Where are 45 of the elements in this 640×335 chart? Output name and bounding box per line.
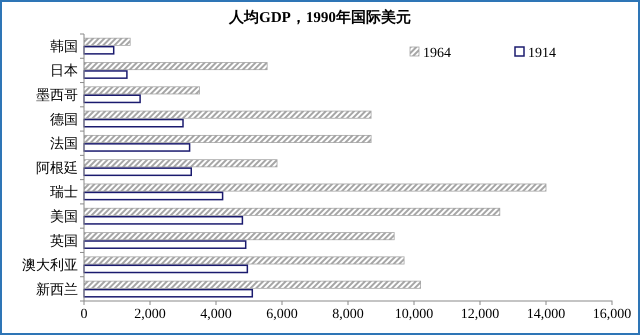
bar [83,192,224,200]
x-tick-label: 8,000 [332,306,364,322]
legend-label: 1914 [528,46,556,61]
chart-title: 人均GDP，1990年国际美元 [228,8,411,26]
y-tick-label: 日本 [50,63,78,80]
legend-label: 1964 [423,46,451,61]
bar [83,143,190,152]
y-tick-label: 瑞士 [50,184,78,201]
x-tick-label: 12,000 [460,306,500,322]
bar [84,134,372,143]
bar [84,86,200,94]
y-tick-label: 澳大利亚 [22,258,78,274]
y-tick-label: 韩国 [50,38,78,55]
y-tick-label: 英国 [50,233,78,250]
bar [83,70,128,79]
y-tick-label: 德国 [50,112,78,128]
x-tick-label: 4,000 [200,306,232,322]
bar [84,184,546,192]
y-tick-label: 法国 [50,136,78,152]
bar [83,94,141,104]
y-tick-label: 墨西哥 [36,88,78,104]
bar [83,216,244,225]
bar [84,110,372,119]
y-tick-label: 新西兰 [36,282,78,298]
bar [83,240,246,249]
x-tick-label: 14,000 [526,306,566,322]
x-tick-label: 0 [80,306,88,322]
x-tick-label: 10,000 [394,306,434,322]
y-tick-label: 美国 [50,208,78,225]
y-tick-label: 阿根廷 [36,160,78,176]
bar [84,159,278,168]
bar [84,280,421,289]
bar [84,38,131,46]
bar [84,256,404,264]
bar [84,232,395,240]
bar [84,62,268,70]
bar [83,46,114,55]
bar [83,288,254,298]
x-tick-label: 6,000 [266,306,298,322]
bar [83,118,184,128]
bar [83,167,192,176]
bar [83,264,248,274]
x-tick-label: 2,000 [134,306,166,322]
bar [84,208,500,216]
x-tick-label: 16,000 [592,306,632,322]
